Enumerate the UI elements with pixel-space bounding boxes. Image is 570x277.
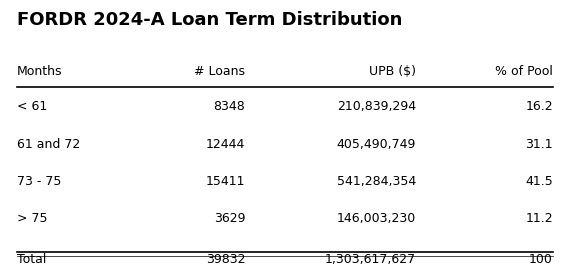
Text: 210,839,294: 210,839,294 [337, 100, 416, 113]
Text: 1,303,617,627: 1,303,617,627 [325, 253, 416, 266]
Text: UPB ($): UPB ($) [369, 65, 416, 78]
Text: 146,003,230: 146,003,230 [337, 212, 416, 225]
Text: Months: Months [17, 65, 63, 78]
Text: 11.2: 11.2 [526, 212, 553, 225]
Text: 12444: 12444 [206, 138, 245, 150]
Text: # Loans: # Loans [194, 65, 245, 78]
Text: 41.5: 41.5 [525, 175, 553, 188]
Text: 61 and 72: 61 and 72 [17, 138, 80, 150]
Text: 15411: 15411 [206, 175, 245, 188]
Text: 100: 100 [529, 253, 553, 266]
Text: 541,284,354: 541,284,354 [337, 175, 416, 188]
Text: 405,490,749: 405,490,749 [337, 138, 416, 150]
Text: < 61: < 61 [17, 100, 47, 113]
Text: Total: Total [17, 253, 47, 266]
Text: 31.1: 31.1 [526, 138, 553, 150]
Text: 8348: 8348 [213, 100, 245, 113]
Text: % of Pool: % of Pool [495, 65, 553, 78]
Text: > 75: > 75 [17, 212, 48, 225]
Text: 16.2: 16.2 [526, 100, 553, 113]
Text: 73 - 75: 73 - 75 [17, 175, 62, 188]
Text: 39832: 39832 [206, 253, 245, 266]
Text: 3629: 3629 [214, 212, 245, 225]
Text: FORDR 2024-A Loan Term Distribution: FORDR 2024-A Loan Term Distribution [17, 11, 402, 29]
